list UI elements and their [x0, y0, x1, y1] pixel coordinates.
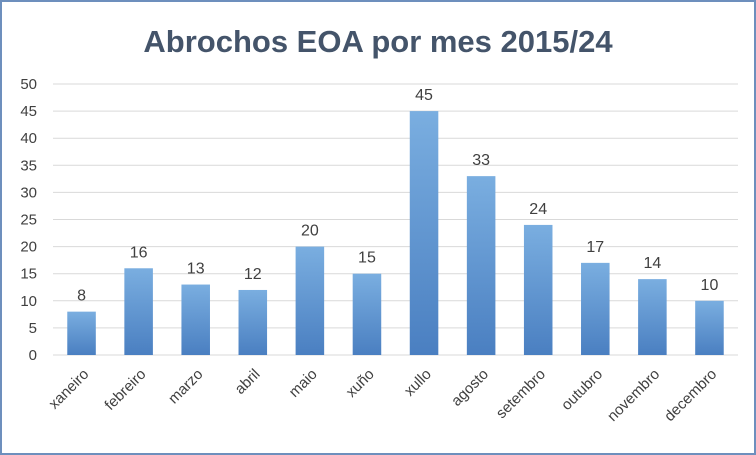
x-tick-label: maio: [286, 366, 321, 401]
chart-title: Abrochos EOA por mes 2015/24: [143, 24, 613, 59]
bar-decembro: [695, 300, 724, 355]
data-label: 20: [301, 223, 319, 240]
x-tick-label: febreiro: [101, 366, 149, 414]
data-label: 16: [130, 244, 148, 261]
data-label: 17: [586, 239, 604, 256]
x-tick-label: agosto: [448, 366, 492, 410]
y-tick-label: 40: [20, 130, 37, 147]
data-label: 10: [701, 277, 719, 294]
bar-xuño: [352, 273, 382, 355]
x-tick-label: decembro: [661, 366, 720, 425]
bar-xaneiro: [67, 311, 96, 355]
x-tick-label: novembro: [604, 366, 663, 425]
y-tick-label: 10: [20, 293, 37, 310]
bar-agosto: [466, 176, 496, 355]
data-label: 13: [187, 261, 205, 278]
y-tick-label: 45: [20, 103, 37, 120]
bar-abril: [238, 289, 268, 355]
bar-setembro: [523, 224, 553, 355]
y-tick-label: 5: [29, 320, 37, 337]
data-label: 15: [358, 250, 376, 267]
bar-maio: [295, 246, 325, 355]
data-label: 45: [415, 87, 433, 104]
x-tick-label: abril: [232, 366, 264, 398]
y-tick-label: 50: [20, 76, 37, 93]
y-tick-label: 20: [20, 239, 37, 256]
bar-outubro: [581, 262, 610, 355]
x-tick-label: setembro: [493, 366, 549, 422]
y-tick-label: 25: [20, 212, 37, 229]
bar-novembro: [638, 279, 667, 355]
y-tick-label: 0: [29, 347, 37, 364]
bar-marzo: [181, 284, 210, 355]
y-tick-label: 15: [20, 266, 37, 283]
y-tick-label: 30: [20, 184, 37, 201]
x-tick-label: xullo: [401, 366, 435, 400]
x-tick-label: xaneiro: [46, 366, 93, 413]
data-label: 14: [643, 255, 661, 272]
x-tick-label: outubro: [558, 366, 606, 414]
data-label: 12: [244, 266, 262, 283]
data-label: 24: [529, 201, 547, 218]
y-tick-label: 35: [20, 157, 37, 174]
data-label: 8: [77, 288, 86, 305]
bar-febreiro: [124, 268, 153, 355]
bar-xullo: [409, 111, 439, 355]
x-tick-label: xuño: [343, 366, 378, 401]
data-label: 33: [472, 152, 490, 169]
x-tick-label: marzo: [165, 366, 206, 407]
